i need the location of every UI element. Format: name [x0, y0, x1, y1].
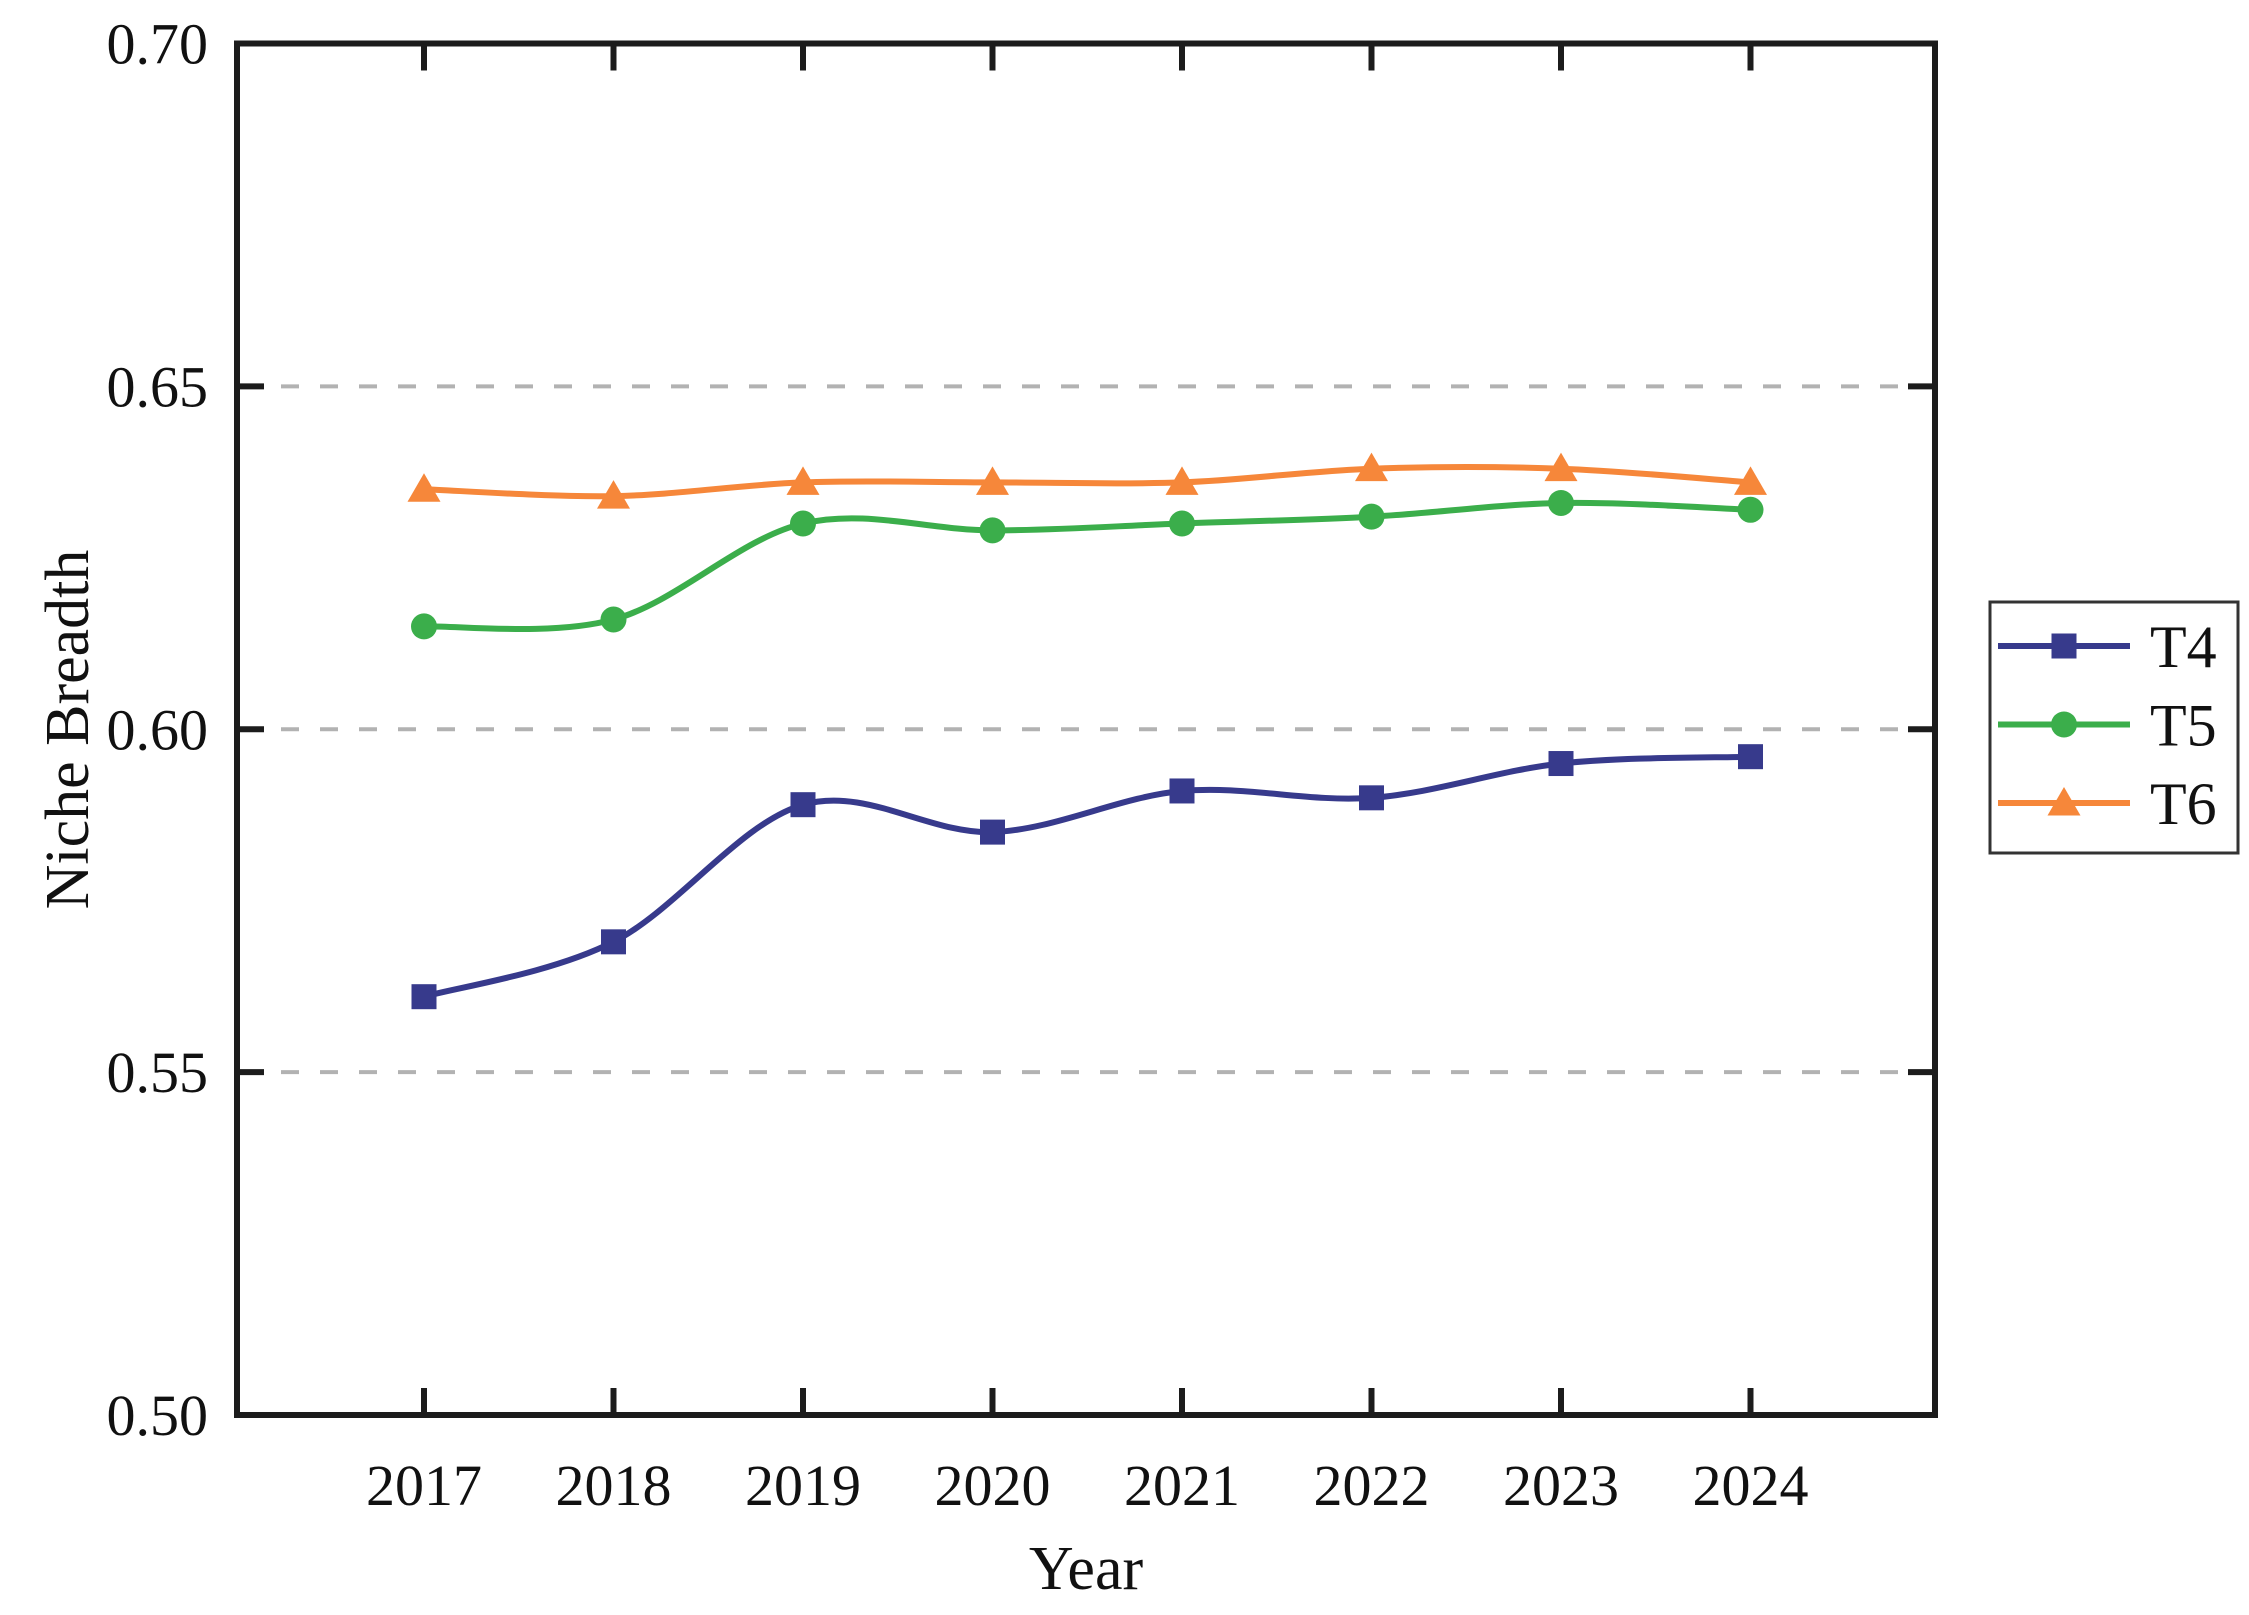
marker-T6-2021 [1165, 466, 1199, 495]
x-tick-label-2021: 2021 [1124, 1453, 1240, 1518]
y-tick-label-0.50: 0.50 [107, 1383, 209, 1448]
marker-T5-2017 [411, 613, 437, 640]
marker-T6-2017 [407, 473, 441, 502]
legend-item-T5: T5 [1998, 693, 2217, 759]
legend-label-T6: T6 [2150, 771, 2217, 837]
series-T5 [411, 489, 1764, 640]
legend-label-T5: T5 [2150, 693, 2217, 759]
series-line-T6 [421, 463, 1754, 500]
marker-T4-2019 [790, 792, 816, 818]
series-line-T5 [421, 499, 1754, 633]
marker-T4-2021 [1169, 778, 1195, 804]
series-lines [407, 452, 1767, 1010]
series-T6 [407, 452, 1767, 509]
x-tick-label-2017: 2017 [366, 1453, 482, 1518]
x-tick-label-2022: 2022 [1314, 1453, 1430, 1518]
x-tick-labels: 2017 2018 2019 2020 2021 2022 2023 2024 [366, 1453, 1809, 1518]
marker-T5-2022 [1358, 503, 1385, 530]
x-tick-label-2019: 2019 [745, 1453, 861, 1518]
marker-T6-2022 [1355, 452, 1388, 482]
y-tick-label-0.65: 0.65 [107, 354, 209, 419]
legend-item-T6: T6 [1998, 771, 2217, 837]
marker-T4-2018 [601, 929, 626, 955]
marker-T4-2020 [980, 819, 1005, 845]
gridlines [242, 384, 1930, 1075]
x-tick-label-2023: 2023 [1503, 1453, 1619, 1518]
marker-T6-2019 [786, 466, 820, 495]
marker-T4-2024 [1738, 744, 1763, 770]
marker-T6-2024 [1734, 466, 1767, 495]
x-axis-title: Year [1029, 1535, 1144, 1603]
marker-T6-2023 [1544, 452, 1578, 482]
legend-marker-T6 [2047, 787, 2081, 816]
series-T4 [411, 744, 1763, 1010]
legend-marker-T4 [2051, 633, 2077, 659]
legend-label-T4: T4 [2150, 614, 2217, 680]
marker-T5-2020 [979, 517, 1006, 544]
marker-T5-2024 [1737, 496, 1764, 523]
axis-ticks [237, 40, 1935, 1418]
series-line-T4 [421, 753, 1754, 1000]
marker-T5-2023 [1548, 489, 1574, 516]
marker-T6-2018 [597, 480, 630, 509]
y-tick-label-0.55: 0.55 [107, 1040, 209, 1105]
legend-item-T4: T4 [1998, 614, 2217, 680]
marker-T5-2019 [790, 510, 816, 537]
y-tick-label-0.70: 0.70 [107, 12, 209, 77]
marker-T5-2018 [600, 606, 627, 633]
y-axis-title: Niche Breadth [34, 550, 102, 910]
marker-T4-2023 [1548, 751, 1574, 777]
marker-T6-2020 [976, 466, 1009, 495]
x-tick-label-2018: 2018 [556, 1453, 672, 1518]
y-tick-labels: 0.50 0.55 0.60 0.65 0.70 [107, 12, 209, 1449]
marker-T4-2022 [1359, 785, 1384, 811]
marker-T4-2017 [411, 984, 437, 1010]
legend-marker-T5 [2051, 711, 2077, 738]
marker-T5-2021 [1169, 510, 1195, 537]
x-tick-label-2020: 2020 [935, 1453, 1051, 1518]
y-tick-label-0.60: 0.60 [107, 697, 209, 762]
x-tick-label-2024: 2024 [1693, 1453, 1809, 1518]
legend: T4 T5 T6 [1988, 600, 2240, 855]
